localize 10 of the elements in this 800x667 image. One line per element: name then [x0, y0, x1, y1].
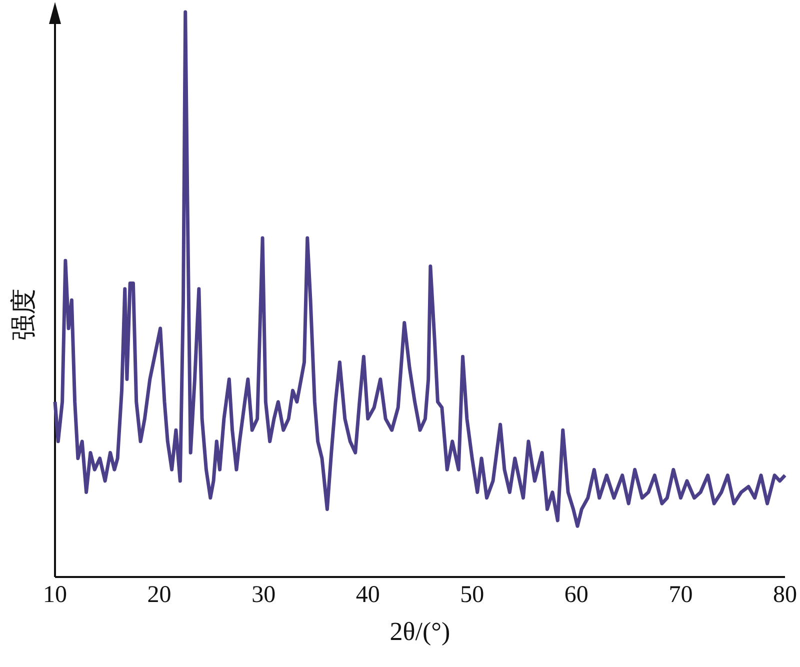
x-tick-label: 10: [43, 582, 67, 608]
x-tick-label: 50: [460, 582, 484, 608]
x-axis-title: 2θ/(°): [390, 617, 450, 646]
x-tick-label: 20: [147, 582, 172, 608]
x-tick-label: 40: [356, 582, 380, 608]
x-tick-label: 80: [773, 582, 797, 608]
y-axis-title: 强度: [9, 288, 38, 340]
x-tick-label: 30: [252, 582, 276, 608]
x-tick-label: 70: [668, 582, 693, 608]
x-tick-label: 60: [564, 582, 588, 608]
